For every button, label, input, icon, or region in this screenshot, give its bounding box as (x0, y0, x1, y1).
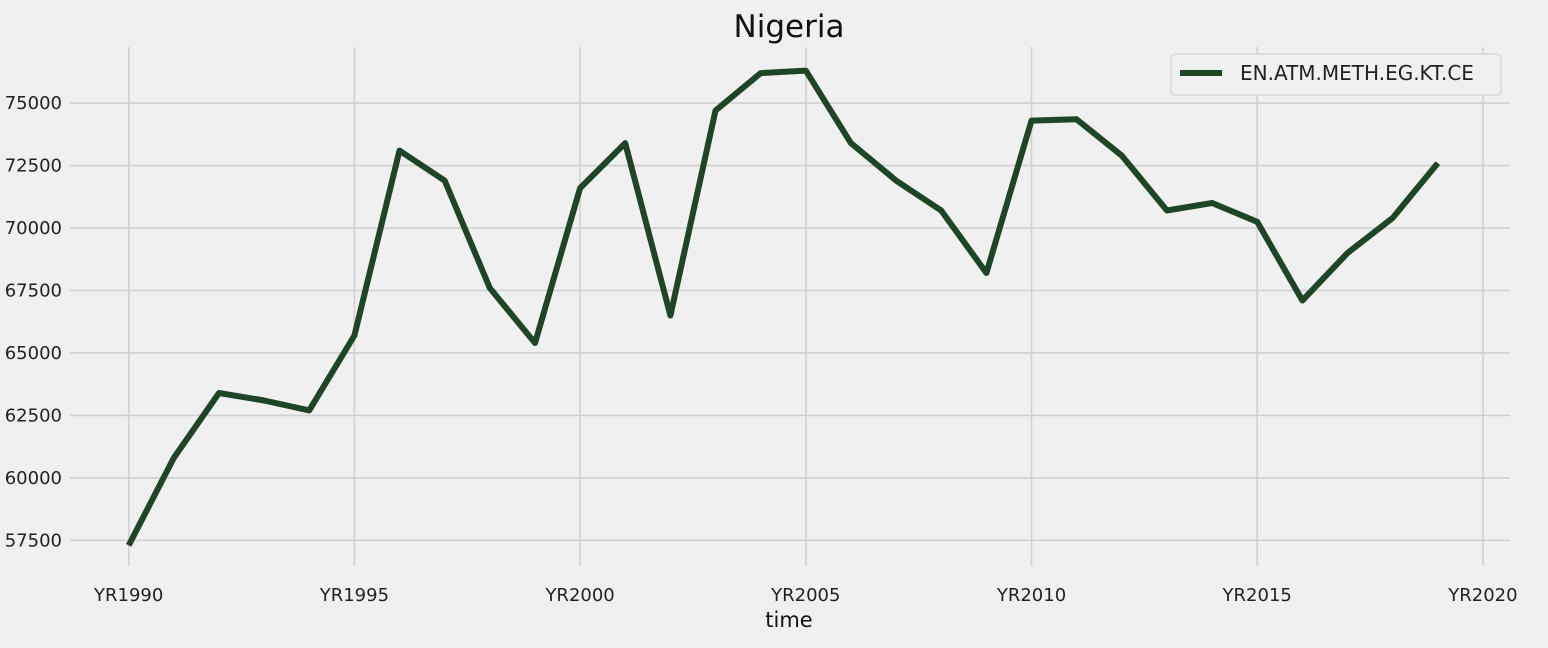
x-axis-tick-labels: YR1990 YR1995 YR2000 YR2005 YR2010 YR2015 YR20… (93, 585, 1518, 606)
y-tick-label: 70000 (5, 218, 62, 239)
y-tick-label: 60000 (5, 468, 62, 489)
grid-lines (70, 47, 1510, 566)
x-tick-label: YR1995 (319, 585, 389, 606)
legend-box (1170, 53, 1502, 96)
x-tick-label: YR2015 (1222, 585, 1292, 606)
y-tick-label: 62500 (5, 405, 62, 426)
y-tick-label: 65000 (5, 343, 62, 364)
y-tick-label: 57500 (5, 530, 62, 551)
x-tick-label: YR2010 (996, 585, 1066, 606)
legend[interactable]: EN.ATM.METH.EG.KT.CE (1170, 53, 1502, 96)
series-lines (126, 67, 1441, 547)
y-tick-label: 72500 (5, 156, 62, 177)
x-axis-label: time (765, 608, 812, 632)
x-tick-label: YR2020 (1447, 585, 1517, 606)
series-line (126, 67, 1441, 547)
y-tick-label: 75000 (5, 93, 62, 114)
x-tick-label: YR2005 (770, 585, 840, 606)
x-tick-label: YR1990 (93, 585, 163, 606)
legend-label: EN.ATM.METH.EG.KT.CE (1240, 61, 1474, 85)
y-tick-label: 67500 (5, 281, 62, 302)
y-axis-tick-labels: 57500 60000 62500 65000 67500 70000 72500 75000 (5, 93, 62, 551)
x-tick-label: YR2000 (544, 585, 614, 606)
chart-title: Nigeria (734, 9, 845, 45)
